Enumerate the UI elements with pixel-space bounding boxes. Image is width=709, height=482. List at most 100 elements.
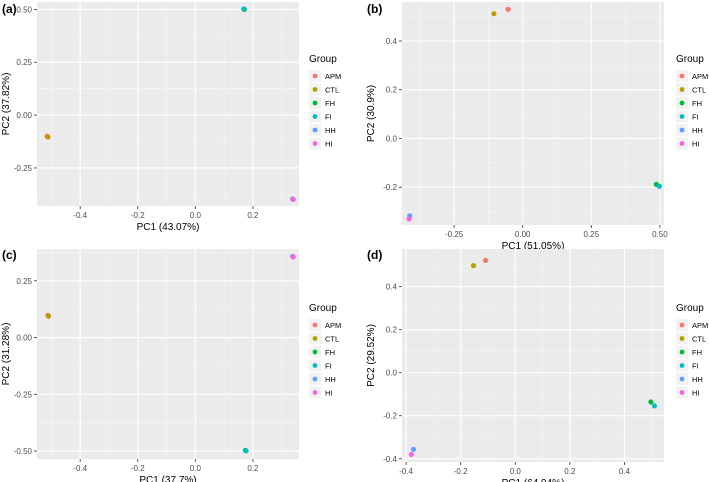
legend-label: HH xyxy=(692,375,703,384)
legend-key-apm xyxy=(679,73,685,79)
pca-panel-b: (b) -0.25 0.00 0.25 0.50 -0.2 0.0 0.2 0.4 PC1 (51… xyxy=(366,2,708,252)
x-tick-label: 0.50 xyxy=(652,230,668,239)
legend-key-apm xyxy=(312,73,318,79)
point-fi xyxy=(651,403,658,409)
panel-label: (a) xyxy=(2,2,17,16)
y-tick-label: 0.25 xyxy=(16,277,32,286)
legend-label: CTL xyxy=(692,86,706,95)
legend: Group APM CTL FH FI HH HI xyxy=(676,303,708,399)
legend-label: FI xyxy=(325,113,332,122)
legend: Group APM CTL FH FI HH HI xyxy=(309,54,341,150)
x-axis-title: PC1 (37.7%) xyxy=(139,475,196,482)
y-tick-label: 0.0 xyxy=(386,134,398,143)
y-tick-label: -0.50 xyxy=(14,447,33,456)
legend-label: FI xyxy=(692,362,699,371)
legend-label: CTL xyxy=(325,86,339,95)
point-hi xyxy=(290,196,296,203)
legend-label: HI xyxy=(325,389,333,398)
y-tick-label: 0.0 xyxy=(386,369,398,378)
y-tick-label: 0.00 xyxy=(16,334,32,343)
x-tick-label: -0.4 xyxy=(73,464,87,473)
y-tick-label: 0.25 xyxy=(16,58,32,67)
legend-label: APM xyxy=(325,72,341,81)
legend: Group APM CTL FH FI HH HI xyxy=(676,54,708,150)
legend-title: Group xyxy=(676,303,704,314)
x-tick-label: 0.25 xyxy=(584,230,600,239)
legend-label: HI xyxy=(692,389,700,398)
legend-key-hi xyxy=(679,390,685,395)
panel-label: (b) xyxy=(367,2,382,16)
plot-background xyxy=(402,2,664,225)
legend-label: FH xyxy=(692,99,702,108)
y-tick-label: 0.2 xyxy=(386,326,398,335)
pca-panel-c: (c) -0.4 -0.2 0.0 0.2 -0.50 -0.25 0.00 0.25 PC1 (… xyxy=(1,248,341,482)
x-tick-label: -0.2 xyxy=(131,211,145,220)
legend-key-hi xyxy=(312,390,318,395)
plot-background xyxy=(37,2,299,206)
legend-label: FI xyxy=(692,113,699,122)
x-tick-label: -0.4 xyxy=(399,467,413,476)
legend-key-hi xyxy=(679,141,685,146)
panel-label: (c) xyxy=(2,248,17,262)
y-axis-title: PC2 (37.82%) xyxy=(1,73,12,136)
x-tick-label: 0.2 xyxy=(564,467,576,476)
legend-key-fh xyxy=(312,100,318,106)
legend-key-fi xyxy=(312,363,318,368)
legend-label: CTL xyxy=(325,335,339,344)
legend-label: HI xyxy=(692,140,700,149)
y-tick-label: 0.4 xyxy=(386,283,398,292)
panel-label: (d) xyxy=(367,248,382,262)
legend-key-fi xyxy=(312,114,318,119)
x-axis-title: PC1 (64.94%) xyxy=(502,478,565,482)
legend-key-ctl xyxy=(312,336,318,341)
legend-label: HH xyxy=(325,375,336,384)
point-hh xyxy=(410,446,417,452)
y-axis-title: PC2 (29.52%) xyxy=(366,324,377,387)
y-tick-label: -0.4 xyxy=(383,455,397,464)
legend: Group APM CTL FH FI HH HI xyxy=(309,303,341,399)
point-hi xyxy=(290,254,296,260)
point-ctl xyxy=(45,313,52,319)
x-tick-label: -0.2 xyxy=(131,464,145,473)
pca-panel-d: (d) -0.4 -0.2 0.0 0.2 0.4 -0.4 -0.2 0.0 0.2 0.4 PC1… xyxy=(366,248,708,482)
legend-label: HH xyxy=(325,126,336,135)
y-axis-title: PC2 (30.9%) xyxy=(366,85,377,142)
legend-key-fi xyxy=(679,363,685,368)
legend-key-fh xyxy=(312,349,318,355)
point-ctl xyxy=(491,11,497,17)
legend-key-hh xyxy=(312,127,318,133)
point-apm xyxy=(482,257,489,264)
legend-label: APM xyxy=(692,72,708,81)
legend-key-ctl xyxy=(679,87,685,92)
y-tick-label: 0.50 xyxy=(16,5,32,14)
point-fi xyxy=(241,6,247,12)
legend-title: Group xyxy=(676,54,704,65)
legend-key-ctl xyxy=(312,87,318,92)
y-tick-label: 0.4 xyxy=(386,37,398,46)
y-tick-label: 0.2 xyxy=(386,86,398,95)
point-hi xyxy=(408,451,414,458)
x-tick-label: 0.0 xyxy=(190,464,202,473)
x-tick-label: -0.2 xyxy=(454,467,468,476)
legend-key-ctl xyxy=(679,336,685,341)
point-ctl xyxy=(45,134,51,140)
point-ctl xyxy=(470,262,477,269)
y-tick-label: -0.2 xyxy=(383,183,397,192)
point-fh xyxy=(648,399,654,405)
legend-key-hh xyxy=(312,376,318,382)
legend-label: CTL xyxy=(692,335,706,344)
y-tick-label: -0.25 xyxy=(14,164,33,173)
legend-label: FH xyxy=(692,348,702,357)
x-tick-label: 0.2 xyxy=(247,464,259,473)
legend-label: FH xyxy=(325,99,335,108)
x-tick-label: 0.2 xyxy=(247,211,259,220)
x-tick-label: -0.4 xyxy=(73,211,87,220)
legend-key-fi xyxy=(679,114,685,119)
legend-key-apm xyxy=(312,322,318,328)
legend-label: FI xyxy=(325,362,332,371)
legend-key-hh xyxy=(679,376,685,382)
legend-title: Group xyxy=(309,303,337,314)
point-fi xyxy=(243,448,249,454)
legend-key-fh xyxy=(679,349,685,355)
